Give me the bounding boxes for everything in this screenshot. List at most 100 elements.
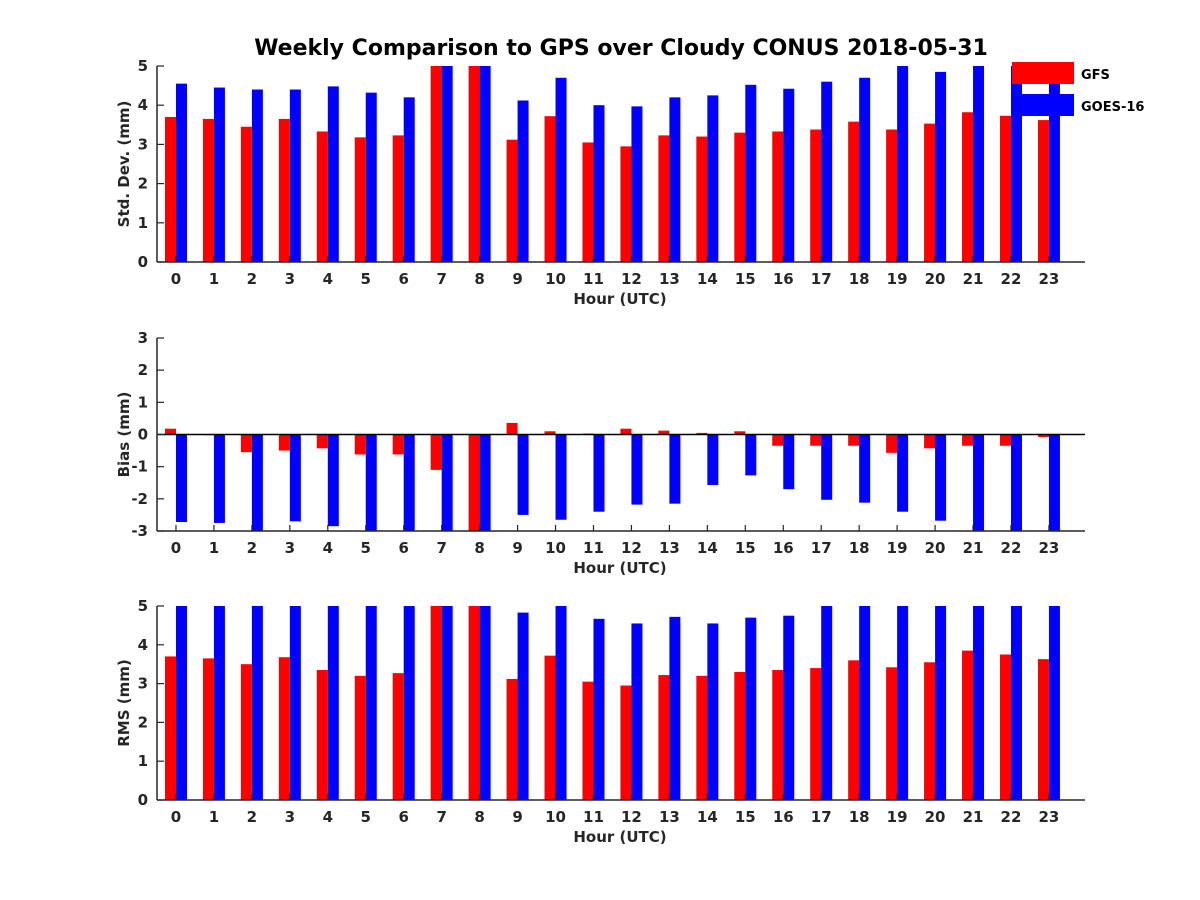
x-tick-label: 6 [398, 808, 408, 826]
bar [999, 654, 1011, 800]
bar [517, 612, 529, 800]
bar [1048, 606, 1060, 800]
legend: GFS GOES-16 [1012, 62, 1144, 116]
y-tick-label: 5 [138, 597, 148, 615]
bar [620, 146, 632, 262]
x-tick-label: 23 [1039, 539, 1060, 557]
bar [164, 428, 176, 435]
bar [772, 434, 784, 446]
y-tick-label: 4 [138, 636, 148, 654]
bar [962, 112, 974, 262]
x-tick-label: 9 [512, 270, 522, 288]
bar [544, 655, 556, 800]
x-tick-label: 11 [583, 808, 604, 826]
bar [734, 431, 746, 435]
x-tick-label: 20 [925, 270, 946, 288]
x-tick-label: 8 [474, 539, 484, 557]
x-tick-label: 12 [621, 539, 642, 557]
y-tick-label: 2 [138, 361, 148, 379]
bar [441, 606, 453, 800]
y-axis-label: Std. Dev. (mm) [115, 101, 133, 228]
bar [316, 434, 328, 449]
bar [620, 428, 632, 435]
bar [251, 606, 263, 800]
bar [745, 617, 757, 800]
legend-label: GOES-16 [1081, 100, 1144, 115]
bar [886, 434, 898, 453]
x-tick-label: 16 [773, 808, 794, 826]
bar [772, 131, 784, 262]
bar [441, 434, 453, 531]
y-tick-label: 0 [138, 253, 148, 271]
bar [468, 66, 480, 262]
bar [745, 84, 757, 262]
x-tick-label: 22 [1001, 539, 1022, 557]
bar [430, 66, 442, 262]
bar [897, 606, 909, 800]
y-axis-label: Bias (mm) [115, 392, 133, 478]
x-tick-label: 10 [545, 808, 566, 826]
bar [392, 135, 404, 262]
x-tick-label: 13 [659, 808, 680, 826]
x-tick-label: 11 [583, 539, 604, 557]
x-tick-label: 4 [323, 539, 333, 557]
bar [1010, 66, 1022, 262]
x-tick-label: 2 [247, 808, 257, 826]
y-tick-label: -2 [131, 490, 148, 508]
y-tick-label: -1 [131, 458, 148, 476]
bar [582, 681, 594, 800]
bar [821, 81, 833, 263]
bar [479, 606, 491, 800]
x-tick-label: 2 [247, 270, 257, 288]
bar [631, 623, 643, 800]
bar [1037, 434, 1049, 438]
x-tick-label: 4 [323, 270, 333, 288]
bar [430, 434, 442, 470]
bar [924, 434, 936, 449]
bar [1037, 659, 1049, 800]
x-tick-label: 6 [398, 270, 408, 288]
x-tick-label: 17 [811, 808, 832, 826]
bar [468, 434, 480, 531]
bar [327, 606, 339, 800]
y-tick-label: 0 [138, 426, 148, 444]
bar [821, 606, 833, 800]
x-tick-label: 5 [361, 270, 371, 288]
bar [365, 434, 377, 531]
x-tick-label: 1 [209, 808, 219, 826]
x-tick-label: 13 [659, 270, 680, 288]
bar [999, 115, 1011, 262]
x-tick-label: 18 [849, 270, 870, 288]
y-tick-label: 5 [138, 57, 148, 75]
bar [240, 126, 252, 262]
bar [1037, 120, 1049, 262]
bar [164, 656, 176, 800]
x-tick-label: 9 [512, 539, 522, 557]
bar [202, 658, 214, 800]
bar [707, 623, 719, 800]
bar [669, 97, 681, 262]
bar [783, 434, 795, 490]
series-gfs-bars [164, 66, 1049, 263]
bar [213, 87, 225, 262]
bar [240, 434, 252, 453]
bar [935, 434, 947, 521]
legend-swatch [1012, 62, 1074, 84]
y-tick-label: 1 [138, 214, 148, 232]
bar [734, 132, 746, 262]
x-tick-label: 15 [735, 270, 756, 288]
y-tick-label: 3 [138, 675, 148, 693]
bar [468, 606, 480, 800]
bar [251, 89, 263, 263]
bar [327, 86, 339, 262]
x-tick-label: 20 [925, 808, 946, 826]
bar [213, 434, 225, 523]
x-tick-label: 16 [773, 270, 794, 288]
x-tick-label: 17 [811, 539, 832, 557]
bar [175, 606, 187, 800]
x-axis-label: Hour (UTC) [573, 290, 666, 308]
x-tick-label: 9 [512, 808, 522, 826]
